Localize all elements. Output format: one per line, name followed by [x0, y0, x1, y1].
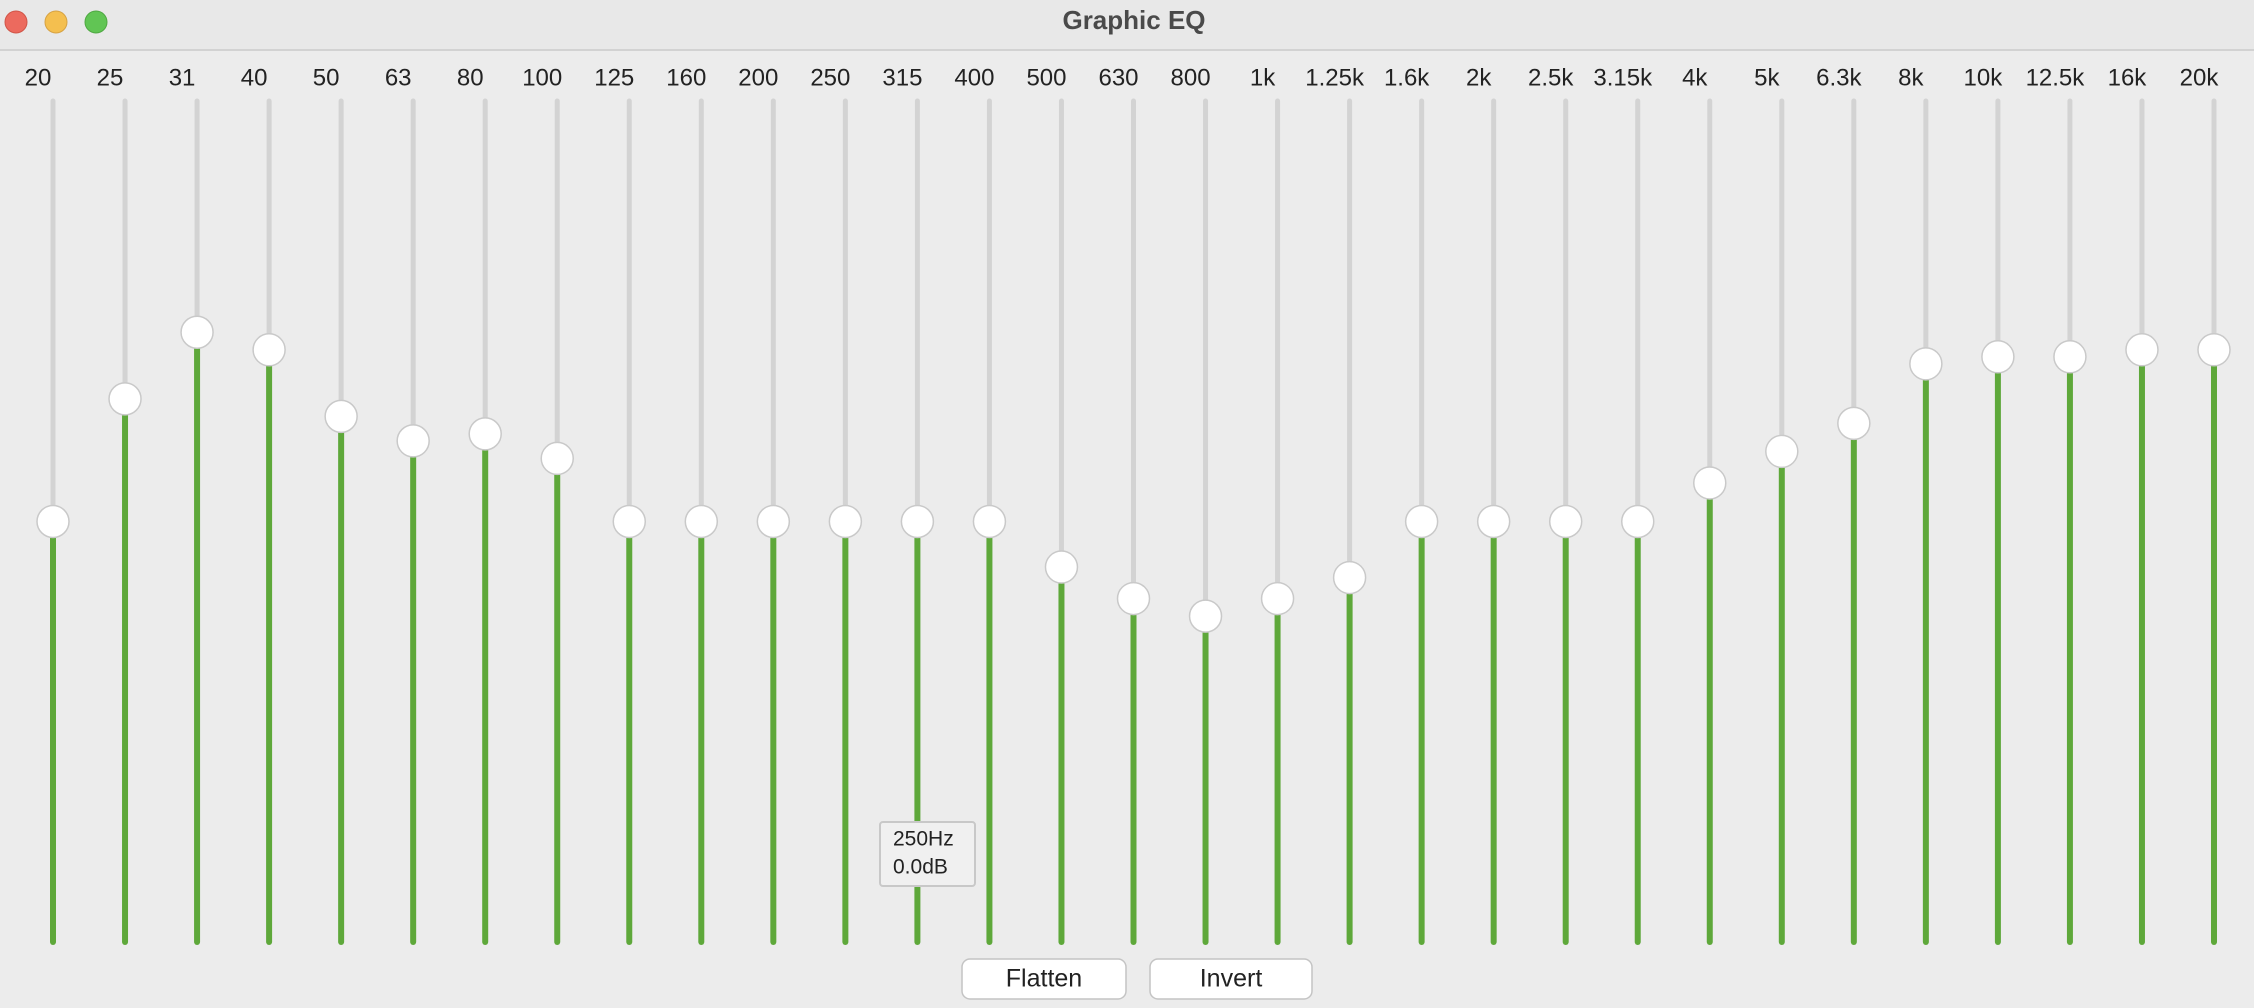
slider-knob[interactable]	[1837, 406, 1871, 441]
slider-knob[interactable]	[2125, 333, 2159, 367]
slider-knob[interactable]	[180, 315, 214, 350]
zoom-button[interactable]	[84, 10, 108, 34]
tooltip-box	[879, 821, 976, 887]
band-label: 4k	[1682, 64, 1708, 91]
band-label: 315	[882, 64, 922, 91]
slider-knob[interactable]	[2197, 333, 2231, 367]
slider-knob[interactable]	[252, 333, 286, 367]
slider-knob[interactable]	[972, 504, 1007, 539]
invert-label: Invert	[1200, 965, 1263, 993]
tooltip-gain: 0.0dB	[893, 856, 948, 879]
slider-knob[interactable]	[1260, 581, 1295, 616]
slider-knob[interactable]	[396, 424, 430, 458]
band-label: 5k	[1754, 64, 1780, 91]
title-bar	[0, 0, 2254, 50]
band-label: 10k	[1964, 64, 2004, 91]
band-label: 2.5k	[1528, 64, 1574, 91]
slider-knob[interactable]	[1981, 340, 2015, 374]
band-label: 31	[169, 64, 196, 91]
band-label: 1.6k	[1384, 64, 1430, 91]
slider-knob[interactable]	[540, 441, 574, 476]
slider-knob[interactable]	[1620, 504, 1655, 539]
slider-group: 20 25 31 40 50 63 80 100 125 160 200 250 315 400 500 63…	[25, 64, 2231, 945]
slider-knob[interactable]	[612, 504, 647, 539]
band-label: 1.25k	[1305, 64, 1365, 91]
slider-knob[interactable]	[1404, 504, 1439, 539]
slider-knob[interactable]	[828, 504, 863, 539]
band-label: 125	[594, 64, 634, 91]
band-label: 2k	[1466, 64, 1492, 91]
band-label: 12.5k	[2026, 64, 2086, 91]
tooltip-frequency: 250Hz	[893, 828, 954, 851]
slider-knob[interactable]	[36, 504, 70, 539]
band-label: 20k	[2180, 64, 2220, 91]
band-label: 6.3k	[1816, 64, 1862, 91]
band-label: 630	[1098, 64, 1138, 91]
band-label: 250	[810, 64, 850, 91]
band-label: 400	[954, 64, 994, 91]
flatten-button[interactable]	[961, 958, 1127, 1000]
slider-knob[interactable]	[1765, 434, 1799, 469]
slider-knob[interactable]	[1909, 347, 1943, 381]
slider-knob[interactable]	[1548, 504, 1583, 539]
minimize-button[interactable]	[44, 10, 68, 34]
slider-knob[interactable]	[1116, 581, 1151, 616]
band-label: 25	[97, 64, 124, 91]
slider-knob[interactable]	[468, 417, 502, 451]
band-label: 20	[25, 64, 52, 91]
band-label: 800	[1171, 64, 1211, 91]
invert-button[interactable]	[1149, 958, 1313, 1000]
band-label: 40	[241, 64, 268, 91]
band-label: 63	[385, 64, 412, 91]
slider-knob[interactable]	[1693, 466, 1727, 500]
slider-knob[interactable]	[900, 504, 935, 539]
slider-knob[interactable]	[1476, 504, 1511, 539]
slider-knob[interactable]	[684, 504, 719, 539]
band-label: 3.15k	[1593, 64, 1653, 91]
slider-knob[interactable]	[1188, 599, 1223, 633]
band-label: 160	[666, 64, 706, 91]
slider-knob[interactable]	[2053, 340, 2087, 374]
band-label: 1k	[1250, 64, 1276, 91]
band-label: 16k	[2108, 64, 2148, 91]
flatten-label: Flatten	[1006, 965, 1082, 993]
slider-knob[interactable]	[1332, 560, 1367, 595]
window-title: Graphic EQ	[1062, 5, 1205, 35]
slider-knob[interactable]	[108, 382, 142, 416]
band-label: 80	[457, 64, 484, 91]
band-label: 100	[522, 64, 562, 91]
slider-knob[interactable]	[1044, 550, 1079, 584]
band-label: 200	[738, 64, 778, 91]
slider-knob[interactable]	[324, 399, 358, 434]
band-label: 50	[313, 64, 340, 91]
close-button[interactable]	[4, 10, 28, 34]
band-label: 8k	[1898, 64, 1924, 91]
slider-knob[interactable]	[756, 504, 791, 539]
band-label: 500	[1026, 64, 1066, 91]
